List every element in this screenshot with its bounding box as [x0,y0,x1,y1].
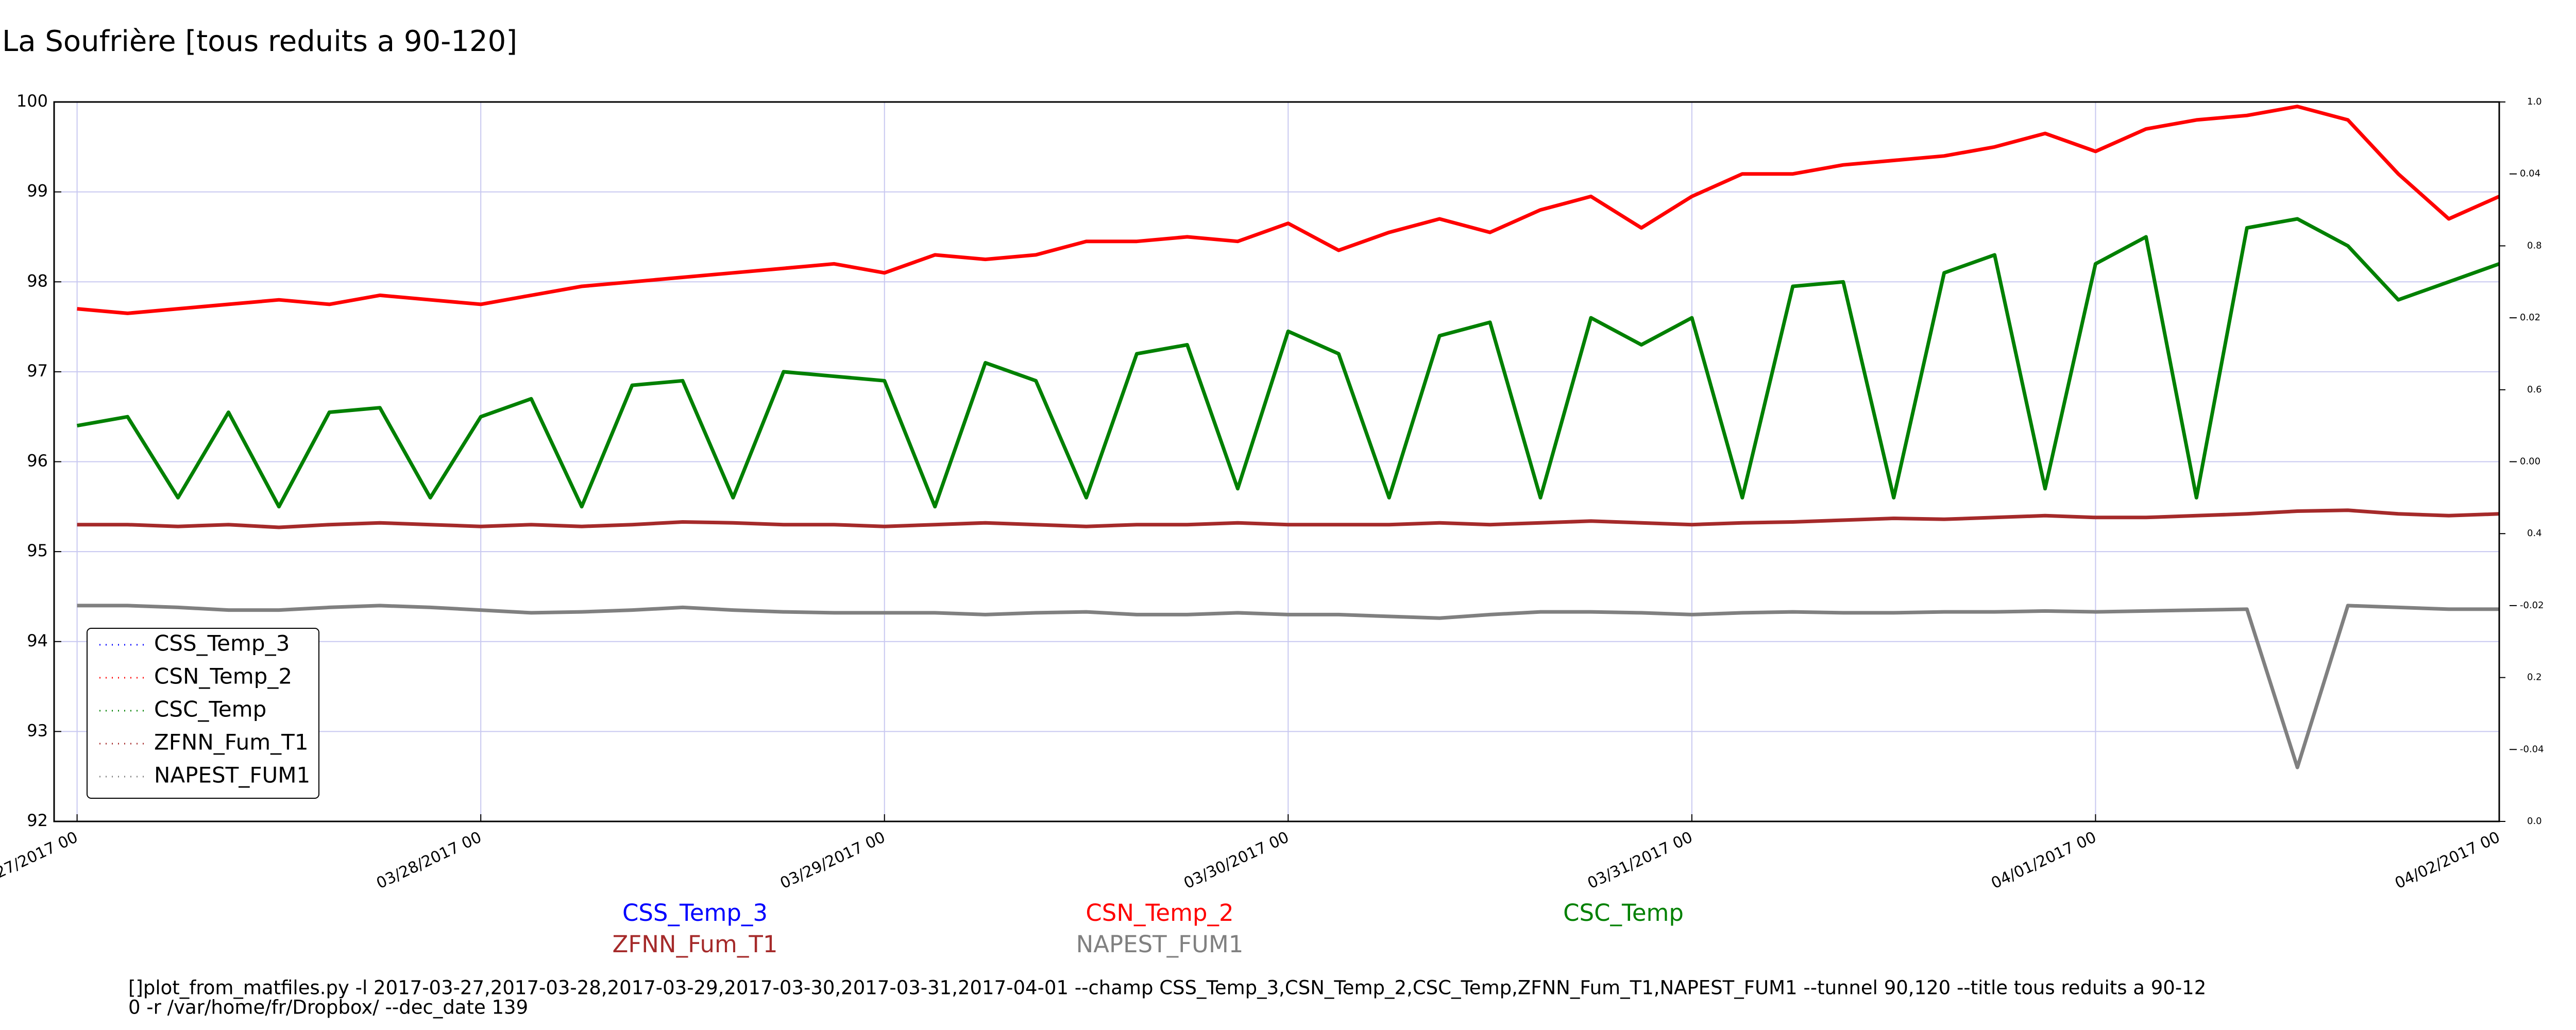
plot-frame [53,101,2500,822]
series-line [77,604,2499,769]
legend-label: CSS_Temp_3 [154,631,290,656]
y-tick-label: 92 [27,811,48,830]
y3-tick-label: 0.00 [2520,456,2540,467]
series-label: CSC_Temp [1563,899,1684,926]
y2-tick-label: 0.2 [2527,672,2542,683]
y3-tick-label: -0.02 [2520,600,2544,611]
y-tick-label: 97 [27,361,48,381]
y3-tick-label: 0.02 [2520,312,2540,323]
y2-tick-label: 1.0 [2527,96,2542,107]
legend: CSS_Temp_3 CSN_Temp_2 CSC_Temp ZFNN_Fum_T1 N… [87,628,319,799]
series-label: CSN_Temp_2 [1086,899,1233,926]
y3-tick-label: 0.04 [2520,168,2540,179]
y-tick-label: 98 [27,271,48,290]
series-label: ZFNN_Fum_T1 [613,931,778,958]
series-label: NAPEST_FUM1 [1076,931,1244,958]
y-tick-label: 94 [27,631,48,650]
y2-tick-label: 0.0 [2527,816,2542,827]
legend-label: CSC_Temp [154,697,266,722]
series-label: CSS_Temp_3 [622,899,768,926]
footnote: []plot_from_matfiles.py -l 2017-03-27,20… [128,977,2206,999]
y3-tick-label: -0.04 [2520,744,2544,754]
legend-label: CSN_Temp_2 [154,664,292,689]
y2-tick-label: 0.6 [2527,384,2542,395]
y-tick-label: 93 [27,720,48,740]
footnote: 0 -r /var/home/fr/Dropbox/ --dec_date 13… [128,997,528,1019]
series-line [76,217,2500,509]
series-line [77,508,2500,529]
y-tick-label: 100 [16,91,48,111]
y2-tick-label: 0.8 [2527,240,2542,251]
y-tick-label: 96 [27,451,48,471]
legend-label: ZFNN_Fum_T1 [154,730,309,755]
legend-box [87,628,319,799]
y-tick-label: 99 [27,181,48,201]
y2-tick-label: 0.4 [2527,528,2542,539]
series-line [77,105,2500,315]
chart-title: La Soufrière [tous reduits a 90-120] [2,25,517,58]
y-tick-label: 95 [27,541,48,560]
legend-label: NAPEST_FUM1 [154,763,310,788]
